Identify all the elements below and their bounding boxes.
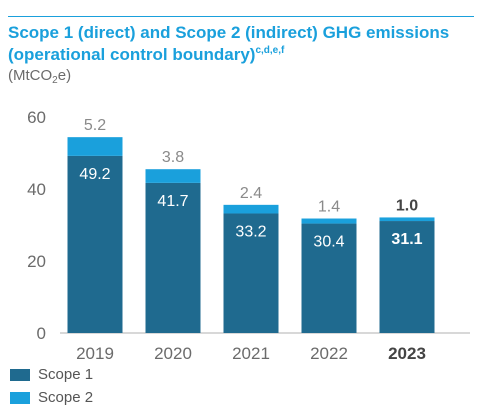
legend-label-scope2: Scope 2 <box>38 389 94 406</box>
x-tick-label-2021: 2021 <box>232 344 270 363</box>
title-footnotes: c,d,e,f <box>255 45 285 56</box>
x-tick-label-2020: 2020 <box>154 344 192 363</box>
y-tick-label-0: 0 <box>37 324 46 343</box>
x-tick-label-2023: 2023 <box>388 344 426 363</box>
bar-scope1-2020 <box>145 182 201 333</box>
x-tick-label-2019: 2019 <box>76 344 114 363</box>
data-label-scope1-2023: 31.1 <box>391 231 422 248</box>
legend-label-scope1: Scope 1 <box>38 366 94 383</box>
data-label-scope1-2022: 30.4 <box>313 234 344 251</box>
legend-item-scope1: Scope 1 <box>10 364 93 385</box>
data-label-scope2-2021: 2.4 <box>240 185 262 202</box>
bar-scope1-2021 <box>223 213 279 333</box>
legend-item-scope2: Scope 2 <box>10 387 93 408</box>
bar-scope2-2020 <box>145 169 201 183</box>
bar-scope2-2023 <box>379 217 435 222</box>
unit-label-subscript: 2 <box>52 75 58 86</box>
chart-title-text: Scope 1 (direct) and Scope 2 (indirect) … <box>8 23 450 64</box>
data-label-scope2-2023: 1.0 <box>396 197 418 214</box>
legend-swatch-scope2 <box>10 391 30 404</box>
data-label-scope2-2022: 1.4 <box>318 199 340 216</box>
y-tick-label-40: 40 <box>27 180 46 199</box>
unit-label: (MtCO2e) <box>8 67 72 86</box>
bar-scope2-2019 <box>67 137 123 156</box>
bar-scope2-2022 <box>301 218 357 224</box>
data-label-scope2-2019: 5.2 <box>84 117 106 134</box>
legend-swatch-scope1 <box>10 368 30 381</box>
unit-label-prefix: (MtCO <box>8 67 53 84</box>
data-label-scope1-2019: 49.2 <box>79 166 110 183</box>
chart-title: Scope 1 (direct) and Scope 2 (indirect) … <box>8 22 478 66</box>
data-label-scope1-2020: 41.7 <box>157 193 188 210</box>
y-tick-label-20: 20 <box>27 252 46 271</box>
bar-scope1-2022 <box>301 223 357 333</box>
bar-scope2-2021 <box>223 204 279 214</box>
data-label-scope2-2020: 3.8 <box>162 149 184 166</box>
x-tick-label-2022: 2022 <box>310 344 348 363</box>
data-label-scope1-2021: 33.2 <box>235 223 266 240</box>
unit-label-suffix: e) <box>57 67 72 84</box>
bar-scope1-2023 <box>379 221 435 333</box>
y-tick-label-60: 60 <box>27 108 46 127</box>
legend: Scope 1 Scope 2 <box>10 364 93 410</box>
title-rule <box>8 16 474 17</box>
bar-scope1-2019 <box>67 155 123 333</box>
